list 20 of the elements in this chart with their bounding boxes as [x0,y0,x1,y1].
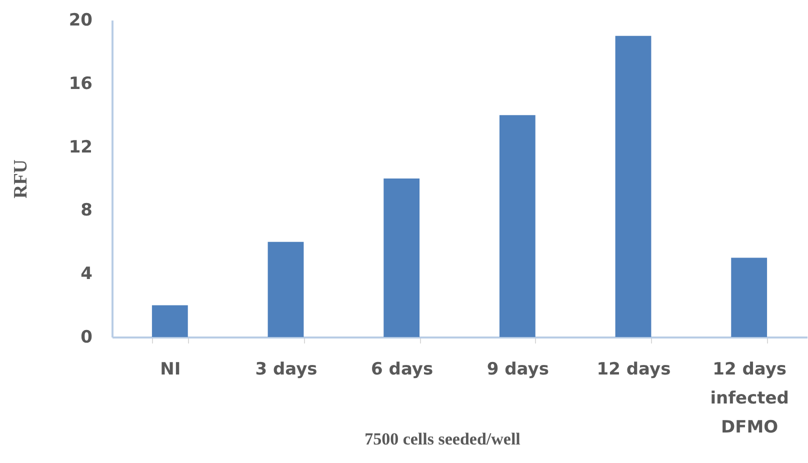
bar [384,178,420,337]
y-tick-label: 20 [68,10,93,30]
x-tick-label: 12 days [596,360,671,380]
y-tick-label: 8 [80,200,92,221]
x-tick-label: NI [160,360,181,380]
x-tick-label: 9 days [486,360,549,380]
y-tick-label: 4 [80,264,93,284]
y-tick-label: 0 [80,328,93,348]
x-tick-label: 12 days infected DFMO [710,360,789,438]
x-axis-title: 7500 cells seeded/well [364,430,521,448]
bar [152,305,188,337]
x-tick-label: 6 days [371,360,434,380]
bar [499,115,536,337]
bar [615,36,652,337]
y-tick-label: 12 [68,137,92,158]
y-tick-label: 16 [68,74,92,94]
bar [268,242,304,337]
x-tick-label: 3 days [255,360,318,380]
bar [731,258,768,337]
y-axis-title: RFU [10,159,32,199]
